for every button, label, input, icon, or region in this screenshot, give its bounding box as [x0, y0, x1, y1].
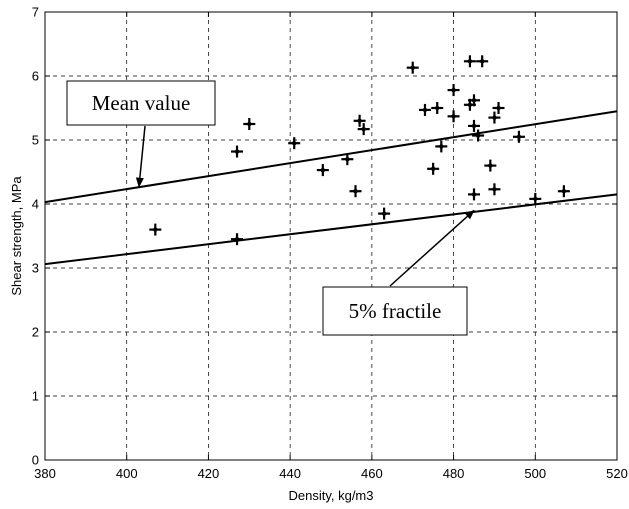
y-tick-label: 0: [32, 453, 39, 468]
data-point: [378, 207, 391, 220]
data-point: [341, 153, 354, 166]
data-point: [231, 233, 244, 246]
data-point: [349, 185, 362, 198]
data-point: [353, 114, 366, 127]
x-axis-label: Density, kg/m3: [288, 488, 373, 503]
fit-lines: [44, 110, 618, 266]
fractile-label: 5% fractile: [349, 299, 442, 323]
data-point: [447, 84, 460, 97]
mean-value-box: [66, 80, 216, 126]
data-point: [512, 130, 525, 143]
data-point: [149, 223, 162, 236]
data-point: [447, 110, 460, 123]
data-point: [435, 140, 448, 153]
mean-value-annotation: Mean value: [66, 80, 216, 188]
y-tick-label: 7: [32, 5, 39, 20]
y-tick-label: 1: [32, 389, 39, 404]
data-point: [243, 118, 256, 130]
data-point: [468, 119, 480, 132]
data-point: [468, 94, 480, 107]
data-point: [463, 55, 476, 68]
data-point: [357, 123, 370, 136]
data-point: [231, 145, 244, 158]
data-point: [492, 102, 505, 114]
data-point: [316, 164, 329, 177]
grid-lines: [45, 12, 617, 460]
x-tick-label: 520: [606, 466, 628, 481]
data-points: [149, 55, 570, 246]
x-tick-label: 440: [279, 466, 301, 481]
x-tick-label: 460: [361, 466, 383, 481]
y-axis-label: Shear strength, MPa: [9, 176, 24, 296]
data-point: [484, 159, 497, 172]
fractile-annotation: 5% fractile: [322, 209, 475, 336]
data-point: [472, 129, 485, 142]
data-point: [406, 61, 419, 74]
x-tick-label: 480: [443, 466, 465, 481]
data-point: [488, 183, 501, 196]
x-tick-label: 420: [198, 466, 220, 481]
data-point: [476, 55, 489, 68]
data-point: [557, 185, 570, 198]
fractile-line: [44, 193, 618, 266]
data-point: [288, 137, 301, 150]
data-point: [431, 102, 444, 114]
y-tick-label: 6: [32, 69, 39, 84]
x-tick-label: 400: [116, 466, 138, 481]
x-tick-label: 380: [34, 466, 56, 481]
y-tick-label: 5: [32, 133, 39, 148]
x-tick-label: 500: [524, 466, 546, 481]
mean-value-label: Mean value: [92, 91, 191, 115]
data-point: [529, 192, 542, 205]
y-tick-label: 4: [32, 197, 39, 212]
y-tick-label: 3: [32, 261, 39, 276]
fractile-arrow: [389, 209, 475, 287]
data-point: [468, 188, 480, 201]
data-point: [418, 103, 431, 116]
y-tick-label: 2: [32, 325, 39, 340]
mean-value-arrow: [135, 125, 146, 188]
axis-ticks: 380 400 420 440 460 480 500 520 0 1 2 3 4 5 6 7: [32, 5, 628, 482]
plot-frame: [44, 11, 618, 461]
fractile-box: [322, 286, 468, 336]
data-point: [488, 111, 501, 124]
data-point: [427, 162, 440, 175]
